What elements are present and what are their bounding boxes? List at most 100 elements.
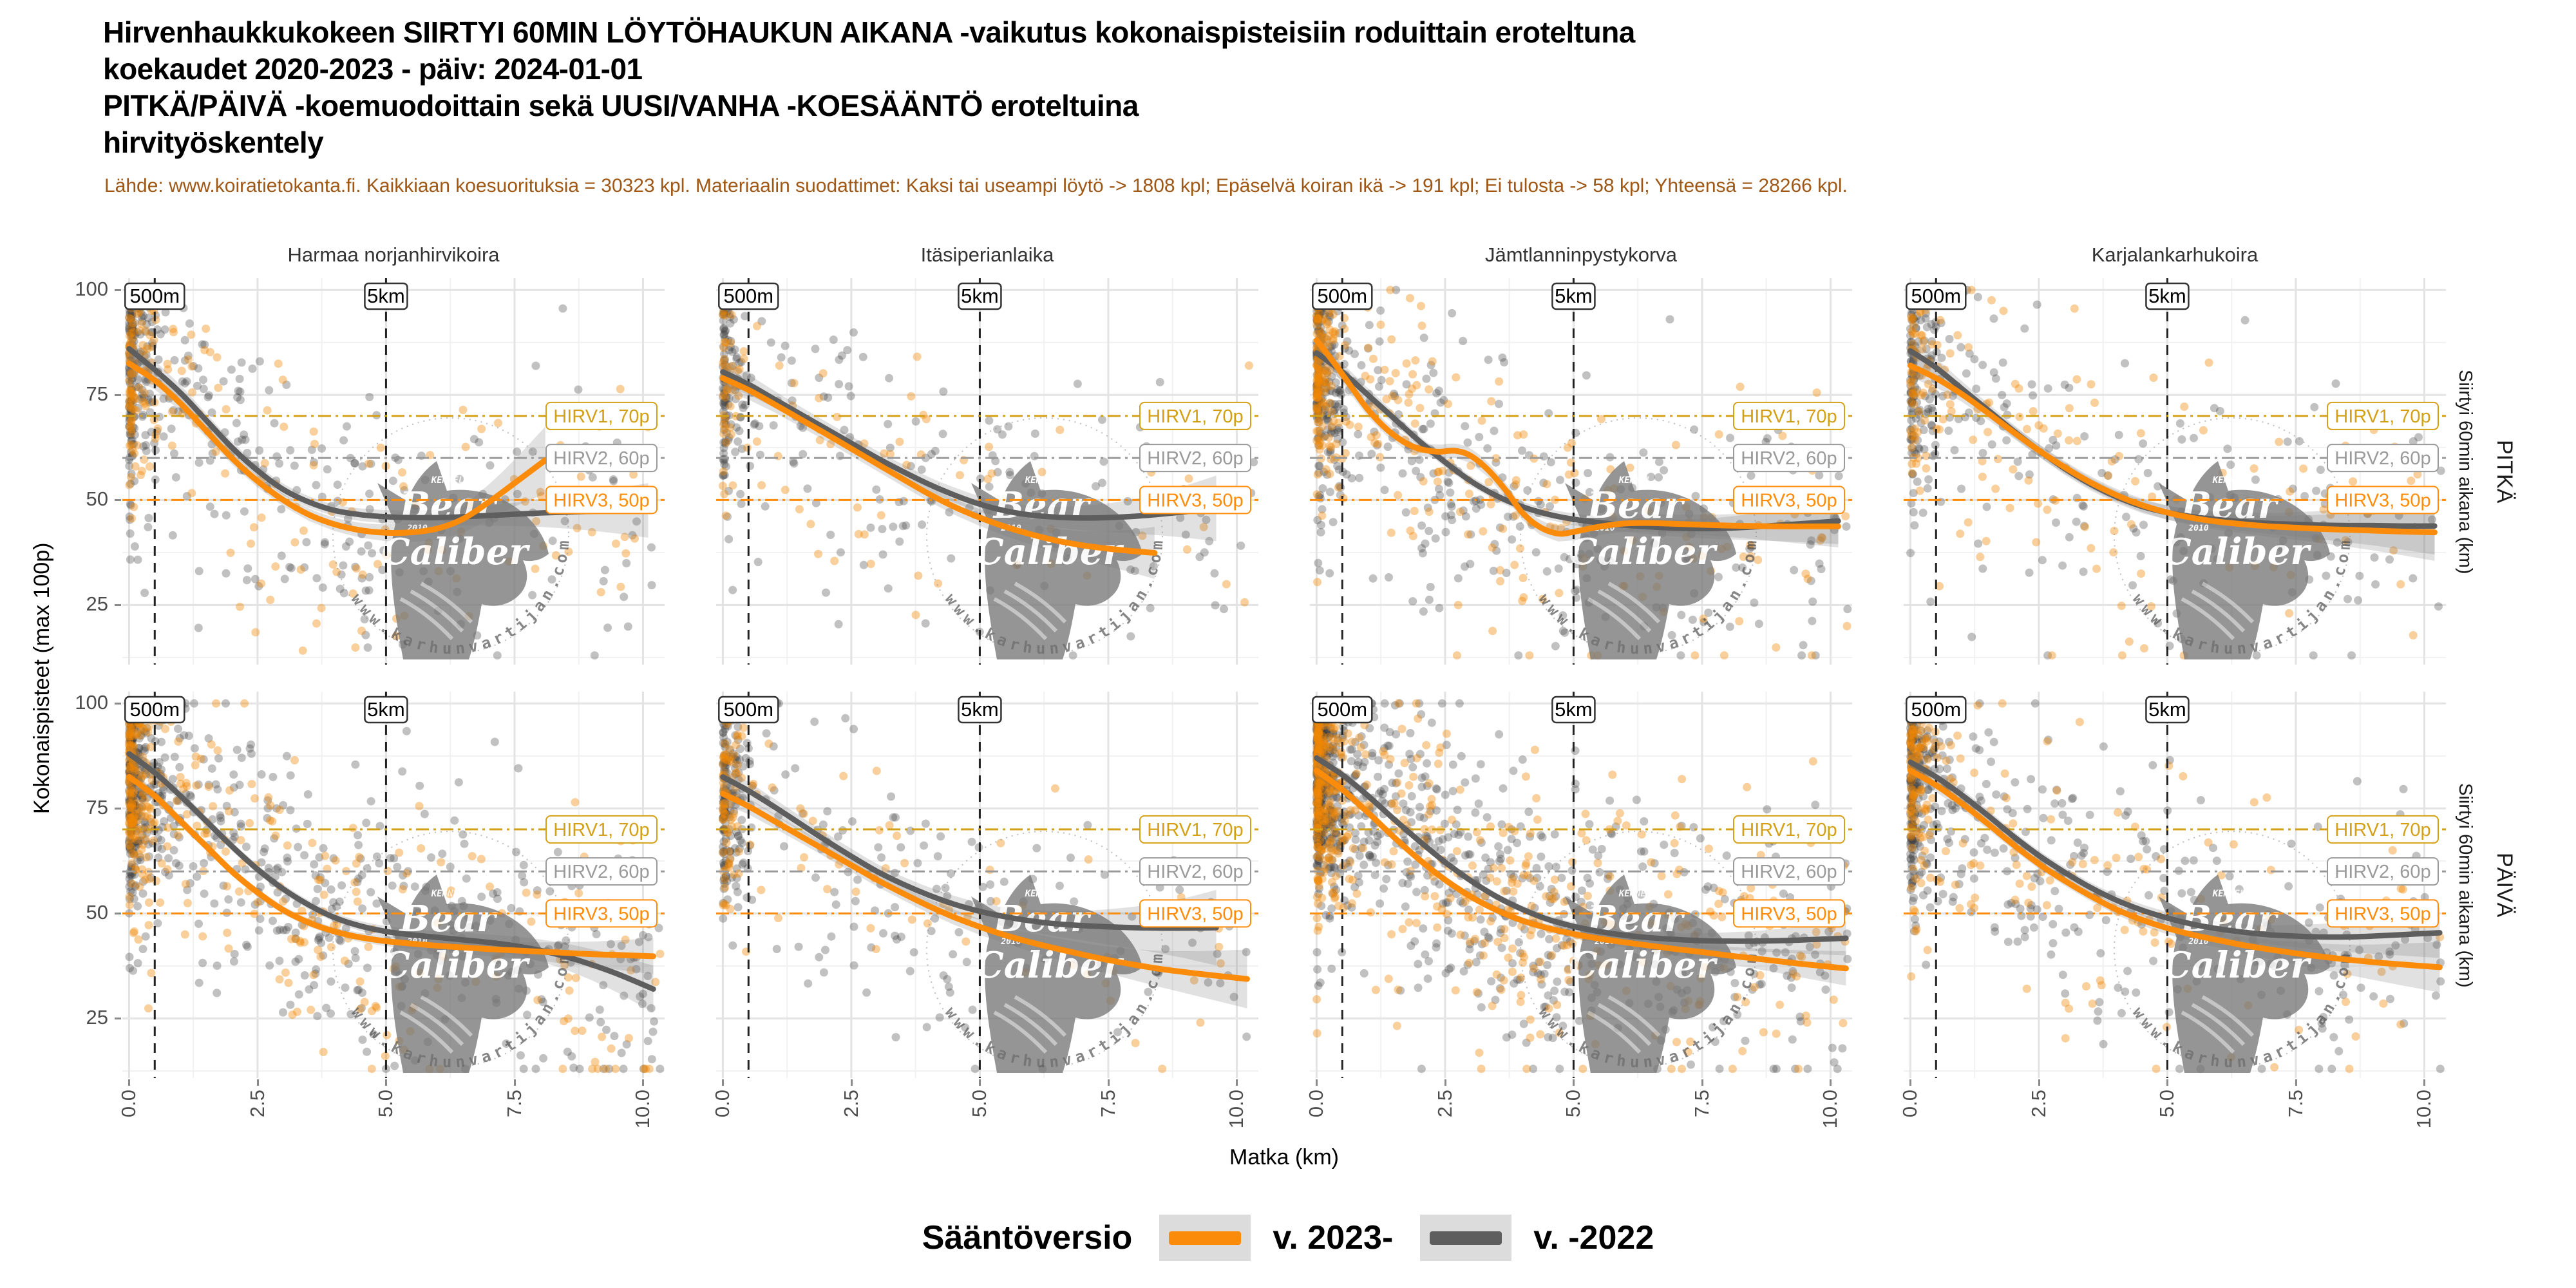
- svg-text:5km: 5km: [961, 698, 999, 721]
- svg-text:HIRV2, 60p: HIRV2, 60p: [553, 448, 649, 469]
- x-tick-label: 5.0: [1562, 1090, 1585, 1118]
- facet-strip-pitka: PITKÄ: [2492, 440, 2517, 504]
- svg-text:HIRV1, 70p: HIRV1, 70p: [1147, 406, 1243, 427]
- hline-label-hirv2-60p: HIRV2, 60p: [2327, 444, 2439, 473]
- x-tick-mark: [1316, 1079, 1318, 1086]
- panel-grid-lines: [716, 278, 1258, 665]
- svg-text:Caliber: Caliber: [2163, 531, 2311, 573]
- legend-item-2022: v. -2022: [1420, 1215, 1654, 1261]
- y-tick-label: 100: [75, 691, 108, 714]
- legend-title: Sääntöversio: [922, 1219, 1133, 1256]
- x-axis-title: Matka (km): [1229, 1145, 1339, 1170]
- x-tick-mark: [2295, 1079, 2297, 1086]
- svg-text:Caliber: Caliber: [381, 531, 530, 573]
- legend-label-2023: v. 2023-: [1273, 1219, 1394, 1256]
- panel-paiva-harmaa-norjanhirvikoira: KENNELBear2010Caliberwww.karhunvartijan.…: [122, 692, 665, 1078]
- smooth-line-v2023: [126, 773, 656, 960]
- hline-label-hirv1-70p: HIRV1, 70p: [545, 815, 658, 844]
- y-tick-mark: [115, 499, 121, 502]
- x-tick-label: 5.0: [374, 1090, 397, 1118]
- x-tick-mark: [1909, 1079, 1912, 1086]
- facet-header-karjalankarhukoira: Karjalankarhukoira: [2091, 243, 2259, 266]
- svg-text:500m: 500m: [724, 698, 774, 721]
- title-line-4: hirvityöskentely: [103, 126, 324, 159]
- vline-label-5km: 5km: [364, 696, 408, 724]
- x-tick-mark: [385, 1079, 388, 1086]
- facet-header-harmaa-norjanhirvikoira: Harmaa norjanhirvikoira: [287, 243, 500, 266]
- x-tick-mark: [2423, 1079, 2426, 1086]
- x-tick-mark: [1444, 1079, 1446, 1086]
- svg-text:HIRV1, 70p: HIRV1, 70p: [2334, 406, 2430, 427]
- x-tick-mark: [2038, 1079, 2040, 1086]
- svg-text:HIRV3, 50p: HIRV3, 50p: [1147, 490, 1243, 511]
- svg-text:HIRV2, 60p: HIRV2, 60p: [553, 862, 649, 882]
- svg-text:Caliber: Caliber: [975, 944, 1124, 987]
- y-tick-label: 75: [86, 796, 108, 819]
- vline-label-5km: 5km: [2145, 696, 2190, 724]
- hline-label-hirv1-70p: HIRV1, 70p: [2327, 401, 2439, 430]
- y-axis-title: Kokonaispisteet (max 100p): [30, 542, 54, 814]
- x-tick-mark: [1701, 1079, 1703, 1086]
- svg-text:HIRV2, 60p: HIRV2, 60p: [2334, 448, 2430, 469]
- svg-text:HIRV1, 70p: HIRV1, 70p: [553, 406, 649, 427]
- panel-paiva-karjalankarhukoira: KENNELBear2010Caliberwww.karhunvartijan.…: [1904, 692, 2446, 1078]
- x-tick-label: 7.5: [1096, 1090, 1119, 1118]
- y-tick-label: 100: [75, 278, 108, 301]
- facet-strip-variable: Siirtyi 60min aikana (km): [2455, 369, 2476, 574]
- svg-text:HIRV2, 60p: HIRV2, 60p: [1147, 862, 1243, 882]
- x-tick-label: 7.5: [2284, 1090, 2307, 1118]
- x-tick-label: 0.0: [711, 1090, 734, 1118]
- vline-label-500m: 500m: [124, 282, 185, 310]
- hline-label-hirv3-50p: HIRV3, 50p: [1139, 899, 1251, 928]
- hline-label-hirv2-60p: HIRV2, 60p: [1733, 444, 1845, 473]
- hline-label-hirv2-60p: HIRV2, 60p: [1139, 857, 1251, 886]
- x-tick-mark: [642, 1079, 645, 1086]
- x-tick-label: 0.0: [1305, 1090, 1328, 1118]
- vline-label-500m: 500m: [124, 696, 185, 724]
- x-tick-mark: [513, 1079, 516, 1086]
- vline-label-5km: 5km: [364, 282, 408, 310]
- title-line-3: PITKÄ/PÄIVÄ -koemuodoittain sekä UUSI/VA…: [103, 89, 1139, 122]
- svg-text:KENNEL: KENNEL: [431, 475, 464, 486]
- panel-paiva-itasiperianlaika: KENNELBear2010Caliberwww.karhunvartijan.…: [716, 692, 1258, 1078]
- svg-text:HIRV3, 50p: HIRV3, 50p: [553, 490, 649, 511]
- x-tick-label: 0.0: [117, 1090, 140, 1118]
- legend-label-2022: v. -2022: [1533, 1219, 1654, 1256]
- x-tick-mark: [722, 1079, 724, 1086]
- panel-pitka-karjalankarhukoira: KENNELBear2010Caliberwww.karhunvartijan.…: [1904, 278, 2446, 665]
- svg-text:KENNEL: KENNEL: [2212, 475, 2246, 486]
- svg-text:500m: 500m: [724, 285, 774, 307]
- hline-label-hirv3-50p: HIRV3, 50p: [2327, 899, 2439, 928]
- confidence-ribbons: [129, 336, 649, 542]
- scatter-points: [1312, 699, 1852, 1074]
- panel-pitka-harmaa-norjanhirvikoira: KENNELBear2010Caliberwww.karhunvartijan.…: [122, 278, 665, 665]
- x-tick-label: 2.5: [1433, 1090, 1456, 1118]
- scatter-points: [718, 699, 1251, 1074]
- x-tick-label: 2.5: [245, 1090, 269, 1118]
- x-tick-label: 10.0: [1819, 1090, 1842, 1129]
- hline-label-hirv1-70p: HIRV1, 70p: [1139, 401, 1251, 430]
- smooth-line-v2023: [719, 375, 1158, 556]
- hline-label-hirv2-60p: HIRV2, 60p: [545, 444, 658, 473]
- vline-label-500m: 500m: [1906, 696, 1967, 724]
- svg-text:500m: 500m: [1911, 285, 1962, 307]
- y-tick-label: 50: [86, 901, 108, 924]
- y-tick-mark: [115, 703, 121, 705]
- svg-text:HIRV2, 60p: HIRV2, 60p: [1147, 448, 1243, 469]
- svg-text:HIRV1, 70p: HIRV1, 70p: [1741, 406, 1837, 427]
- hline-label-hirv1-70p: HIRV1, 70p: [1139, 815, 1251, 844]
- hline-label-hirv3-50p: HIRV3, 50p: [2327, 486, 2439, 515]
- facet-header-itasiperianlaika: Itäsiperianlaika: [920, 243, 1054, 266]
- x-tick-label: 2.5: [2027, 1090, 2050, 1118]
- y-tick-label: 25: [86, 592, 108, 616]
- vline-label-500m: 500m: [718, 696, 779, 724]
- svg-text:HIRV1, 70p: HIRV1, 70p: [553, 820, 649, 840]
- x-tick-label: 10.0: [1225, 1090, 1248, 1129]
- smooth-line-v2022: [1908, 759, 2443, 940]
- hline-label-hirv3-50p: HIRV3, 50p: [545, 899, 658, 928]
- smooth-line-v2023: [1907, 363, 2438, 536]
- x-tick-mark: [1107, 1079, 1110, 1086]
- facet-strip-paiva: PÄIVÄ: [2492, 853, 2517, 918]
- x-tick-mark: [1236, 1079, 1238, 1086]
